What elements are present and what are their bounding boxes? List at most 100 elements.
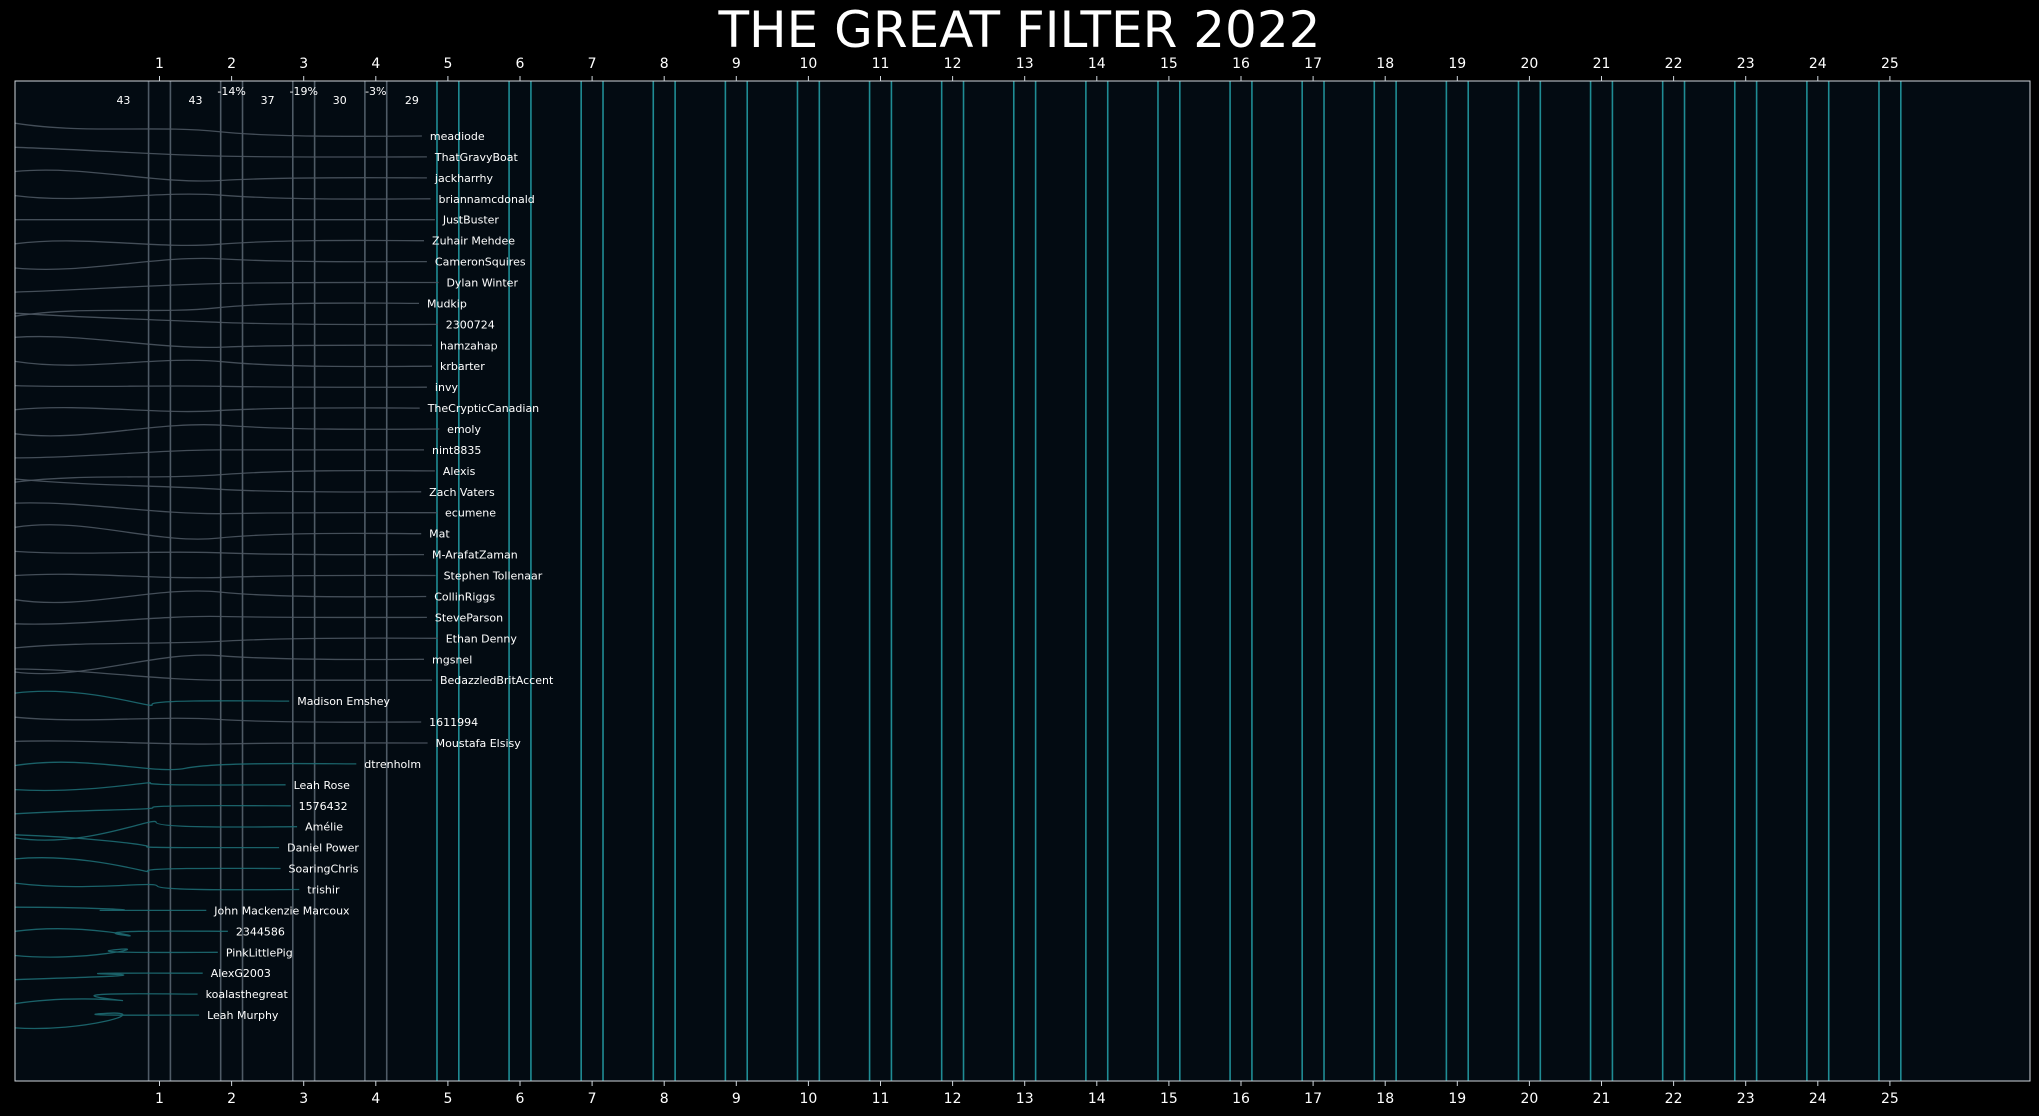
stage-lines <box>147 81 1902 1081</box>
series-line-40 <box>14 948 218 958</box>
bottom-tick-label-25: 25 <box>1881 1091 1899 1107</box>
bottom-tick-label-23: 23 <box>1737 1091 1755 1107</box>
series-line-14 <box>14 407 420 413</box>
top-tick-label-19: 19 <box>1448 56 1466 72</box>
bottom-tick-label-20: 20 <box>1520 1091 1538 1107</box>
series-label-38: John Mackenzie Marcoux <box>213 904 350 917</box>
series-label-30: Moustafa Elsisy <box>436 737 522 750</box>
top-tick-label-15: 15 <box>1160 56 1178 72</box>
stage-count-5: 29 <box>405 94 419 107</box>
series-label-33: 1576432 <box>299 800 348 813</box>
series-line-9 <box>14 302 420 317</box>
series-label-19: ecumene <box>445 507 496 520</box>
series-label-21: M-ArafatZaman <box>432 549 518 562</box>
top-tick-label-11: 11 <box>872 56 890 72</box>
series-label-29: 1611994 <box>429 716 478 729</box>
series-line-43 <box>14 1012 200 1030</box>
series-lines <box>14 122 440 1030</box>
series-line-8 <box>14 281 439 293</box>
top-tick-label-25: 25 <box>1881 56 1899 72</box>
plot-border <box>14 80 2031 1082</box>
series-line-37 <box>14 882 300 891</box>
bottom-tick-label-12: 12 <box>944 1091 962 1107</box>
series-label-26: mgsnel <box>432 653 472 666</box>
bottom-tick-label-14: 14 <box>1088 1091 1106 1107</box>
bottom-tick-label-21: 21 <box>1593 1091 1611 1107</box>
series-line-23 <box>14 590 427 604</box>
series-line-3 <box>14 169 427 182</box>
series-label-20: Mat <box>429 528 450 541</box>
top-tick-label-14: 14 <box>1088 56 1106 72</box>
top-tick-label-2: 2 <box>227 56 236 72</box>
bottom-tick-label-9: 9 <box>732 1091 741 1107</box>
top-tick-label-6: 6 <box>516 56 525 72</box>
series-line-32 <box>14 782 286 792</box>
top-tick-label-21: 21 <box>1593 56 1611 72</box>
stage-change-2: -19% <box>289 85 317 98</box>
top-tick-label-8: 8 <box>660 56 669 72</box>
plot-area <box>15 81 2030 1081</box>
series-line-4 <box>14 193 431 200</box>
series-line-31 <box>14 761 357 771</box>
series-label-12: krbarter <box>440 360 485 373</box>
top-tick-label-17: 17 <box>1304 56 1322 72</box>
bottom-tick-label-16: 16 <box>1232 1091 1250 1107</box>
series-label-28: Madison Emshey <box>297 695 390 708</box>
series-label-1: meadiode <box>430 130 485 143</box>
series-label-41: AlexG2003 <box>211 967 271 980</box>
series-label-2: ThatGravyBoat <box>434 151 519 164</box>
top-tick-label-5: 5 <box>443 56 452 72</box>
series-label-34: Amélie <box>305 821 343 834</box>
series-line-35 <box>14 834 280 849</box>
series-label-8: Dylan Winter <box>446 277 518 290</box>
bottom-tick-label-19: 19 <box>1448 1091 1466 1107</box>
bottom-tick-label-18: 18 <box>1376 1091 1394 1107</box>
series-label-25: Ethan Denny <box>446 632 518 645</box>
series-label-32: Leah Rose <box>294 779 351 792</box>
series-label-7: CameronSquires <box>435 256 526 269</box>
series-label-4: briannamcdonald <box>439 193 535 206</box>
series-label-37: trishir <box>307 883 340 896</box>
series-line-10 <box>14 312 438 326</box>
series-label-18: Zach Vaters <box>429 486 495 499</box>
bottom-x-axis-ticks: 1 2 3 4 5 6 7 8 9 10 11 12 13 14 15 16 17 18 19 20 21 22 23 24 2… <box>155 1081 1899 1107</box>
series-line-21 <box>14 550 425 556</box>
series-label-43: Leah Murphy <box>207 1009 279 1022</box>
series-label-10: 2300724 <box>446 318 495 331</box>
series-line-24 <box>14 615 427 625</box>
series-line-33 <box>14 804 291 815</box>
series-label-14: TheCrypticCanadian <box>427 402 539 415</box>
series-label-16: nint8835 <box>432 444 481 457</box>
series-line-30 <box>14 740 428 745</box>
series-label-36: SoaringChris <box>289 863 359 876</box>
series-line-36 <box>14 857 281 873</box>
top-tick-label-20: 20 <box>1520 56 1538 72</box>
top-tick-label-22: 22 <box>1665 56 1683 72</box>
series-line-11 <box>14 335 433 349</box>
series-line-12 <box>14 359 433 368</box>
bottom-tick-label-13: 13 <box>1016 1091 1034 1107</box>
series-label-31: dtrenholm <box>364 758 421 771</box>
series-line-28 <box>14 690 290 706</box>
bottom-tick-label-4: 4 <box>371 1091 380 1107</box>
bottom-tick-label-3: 3 <box>299 1091 308 1107</box>
series-line-19 <box>14 502 438 515</box>
series-label-23: CollinRiggs <box>434 590 495 603</box>
stage-change-3: -3% <box>365 85 386 98</box>
series-line-29 <box>14 716 422 723</box>
chart-title: THE GREAT FILTER 2022 <box>718 1 1321 59</box>
series-line-13 <box>14 384 427 388</box>
top-x-axis-ticks: 1 2 3 4 5 6 7 8 9 10 11 12 13 14 15 16 17 18 19 20 21 22 23 24 2… <box>155 56 1899 81</box>
top-tick-label-23: 23 <box>1737 56 1755 72</box>
bottom-tick-label-8: 8 <box>660 1091 669 1107</box>
stage-count-3: 37 <box>261 94 275 107</box>
bottom-tick-label-7: 7 <box>588 1091 597 1107</box>
series-line-27 <box>14 668 432 681</box>
series-line-6 <box>14 239 425 247</box>
stage-change-1: -14% <box>217 85 245 98</box>
series-label-17: Alexis <box>443 465 476 478</box>
series-label-15: emoly <box>447 423 481 436</box>
bottom-tick-label-2: 2 <box>227 1091 236 1107</box>
series-line-16 <box>14 449 424 459</box>
series-line-38 <box>14 906 207 912</box>
